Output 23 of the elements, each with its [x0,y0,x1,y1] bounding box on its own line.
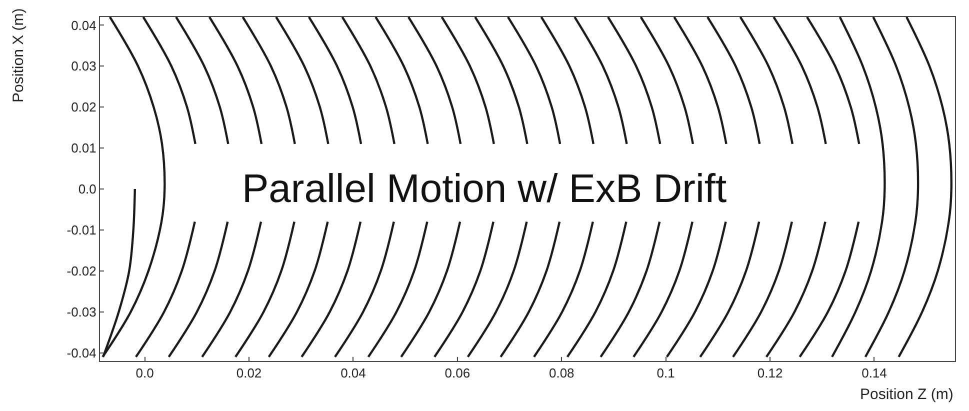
x-tick-label: 0.12 [757,366,783,381]
x-tick-label: 0.04 [340,366,366,381]
y-tick-label: 0.01 [71,140,96,156]
line-series [898,17,952,358]
y-tick-label: 0.03 [71,58,96,74]
y-tick-label: -0.02 [66,263,96,278]
y-tick-label: -0.01 [66,222,96,238]
line-series [830,17,886,358]
annotation: Parallel Motion w/ ExB Drift [242,167,727,211]
y-tick-label: -0.03 [66,304,96,320]
x-axis-title: Position Z (m) [860,386,954,403]
x-tick-label: 0.1 [656,366,675,381]
x-tick-label: 0.08 [548,366,574,381]
x-tick-label: 0.0 [136,366,154,381]
y-tick-label: 0.0 [78,182,96,197]
y-axis-title: Position X (m) [10,8,28,102]
y-tick-label: 0.02 [71,100,96,115]
x-tick-label: 0.14 [862,366,887,381]
line-series [864,17,920,358]
x-tick-label: 0.06 [444,366,470,381]
y-tick-label: 0.04 [71,18,96,33]
y-tick-label: -0.04 [66,345,96,360]
x-tick-label: 0.02 [236,366,262,381]
